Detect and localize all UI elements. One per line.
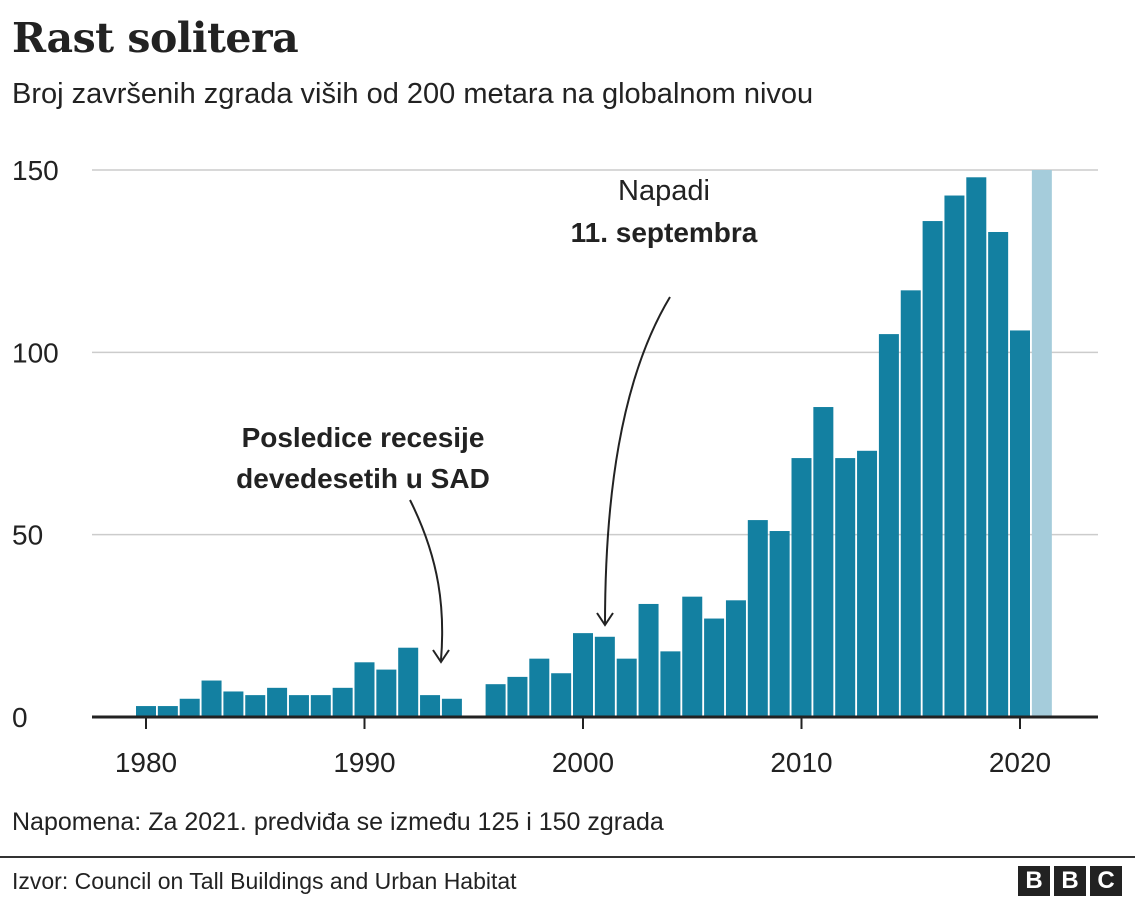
y-tick-label: 100 [12,337,59,368]
bar [573,633,593,717]
bar [288,695,309,717]
projected-bar [1031,170,1052,717]
bar [136,706,156,717]
bar [747,520,768,717]
bar [354,662,375,717]
arrowhead-icon [432,649,450,664]
bar [594,636,615,717]
bar [201,680,222,717]
bar [900,290,921,717]
annotation-arrow-911 [604,296,671,626]
bar-chart: 0 50 100 150 1980 1990 2000 2010 2020 Posledice… [12,155,1098,778]
bar [310,695,331,717]
annotation-911-line1: Napadi [618,175,710,207]
chart-subtitle: Broj završenih zgrada viših od 200 metar… [12,78,814,110]
chart-source: Izvor: Council on Tall Buildings and Urb… [12,868,517,894]
bar [682,596,703,717]
bar [704,618,725,717]
bar [157,706,178,717]
bar [769,531,790,717]
bar [332,687,353,717]
annotation-911-line2: 11. septembra [571,217,758,248]
bar [485,684,506,717]
bar [267,687,288,717]
bar [944,195,965,717]
bar [420,695,441,717]
bar [376,669,397,717]
bar [245,695,266,717]
bar [398,647,419,717]
bar [507,676,528,717]
bar [1010,330,1030,717]
bar [813,407,834,717]
bar [529,658,550,717]
bar [791,458,812,717]
bar [441,698,462,717]
x-tick-label: 2010 [770,747,832,778]
bar [922,221,943,717]
y-tick-label: 50 [12,520,43,551]
annotation-arrow-recession [409,499,444,661]
chart-note: Napomena: Za 2021. predviđa se između 12… [12,808,664,836]
bar [223,691,244,717]
x-tick-label: 1980 [115,747,177,778]
x-tick-label: 2000 [552,747,614,778]
bar [988,231,1009,717]
bar [857,450,878,717]
x-tick-label: 2020 [989,747,1051,778]
annotation-recession-line2: devedesetih u SAD [236,463,490,494]
bar [966,177,987,717]
arrowhead-icon [596,612,614,627]
bar [616,658,637,717]
bar [660,651,681,717]
bar [878,334,899,717]
bar [551,673,572,717]
bar [835,458,856,717]
y-tick-label: 0 [12,702,28,733]
bar [638,603,659,717]
bar [179,698,200,717]
x-tick-label: 1990 [333,747,395,778]
divider [0,856,1135,858]
bar [725,600,746,717]
chart-title: Rast solitera [12,14,299,62]
annotation-recession-line1: Posledice recesije [242,422,485,453]
y-tick-label: 150 [12,155,59,186]
